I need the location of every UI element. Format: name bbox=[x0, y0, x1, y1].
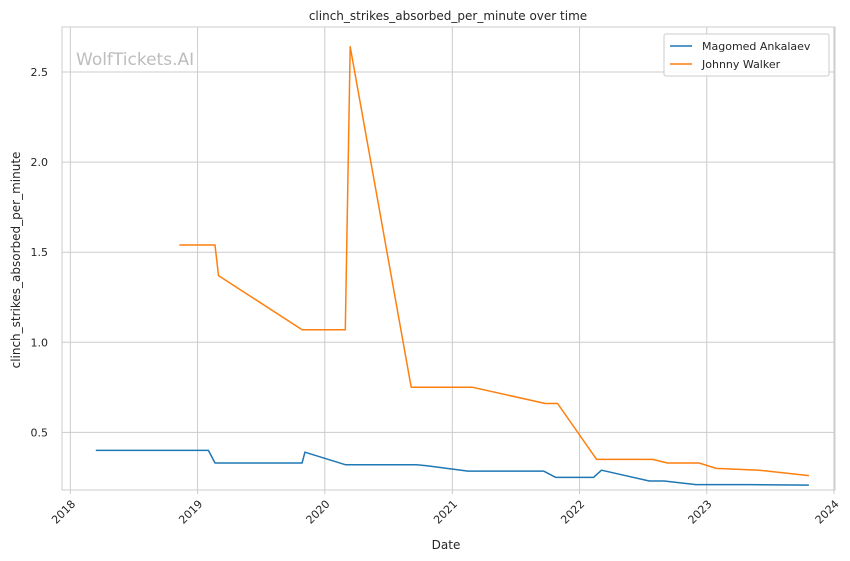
y-tick-label-1: 1.0 bbox=[31, 336, 49, 349]
y-tick-label-3: 2.0 bbox=[31, 156, 49, 169]
y-axis-title: clinch_strikes_absorbed_per_minute bbox=[9, 152, 23, 369]
series-line-0 bbox=[95, 449, 809, 486]
series-line-1 bbox=[179, 46, 809, 477]
plot-frame bbox=[61, 26, 836, 491]
chart-title: clinch_strikes_absorbed_per_minute over … bbox=[309, 9, 587, 23]
legend: Magomed Ankalaev Johnny Walker bbox=[663, 33, 830, 77]
legend-label-1: Johnny Walker bbox=[701, 58, 781, 71]
series-layer bbox=[95, 46, 809, 486]
legend-box bbox=[663, 33, 830, 77]
x-axis-title: Date bbox=[432, 538, 461, 552]
y-tick-label-4: 2.5 bbox=[31, 66, 49, 79]
watermark: WolfTickets.AI bbox=[76, 50, 194, 70]
legend-label-0: Magomed Ankalaev bbox=[702, 40, 811, 53]
y-tick-label-0: 0.5 bbox=[31, 426, 49, 439]
y-tick-label-2: 1.5 bbox=[31, 246, 49, 259]
grid bbox=[62, 27, 835, 490]
